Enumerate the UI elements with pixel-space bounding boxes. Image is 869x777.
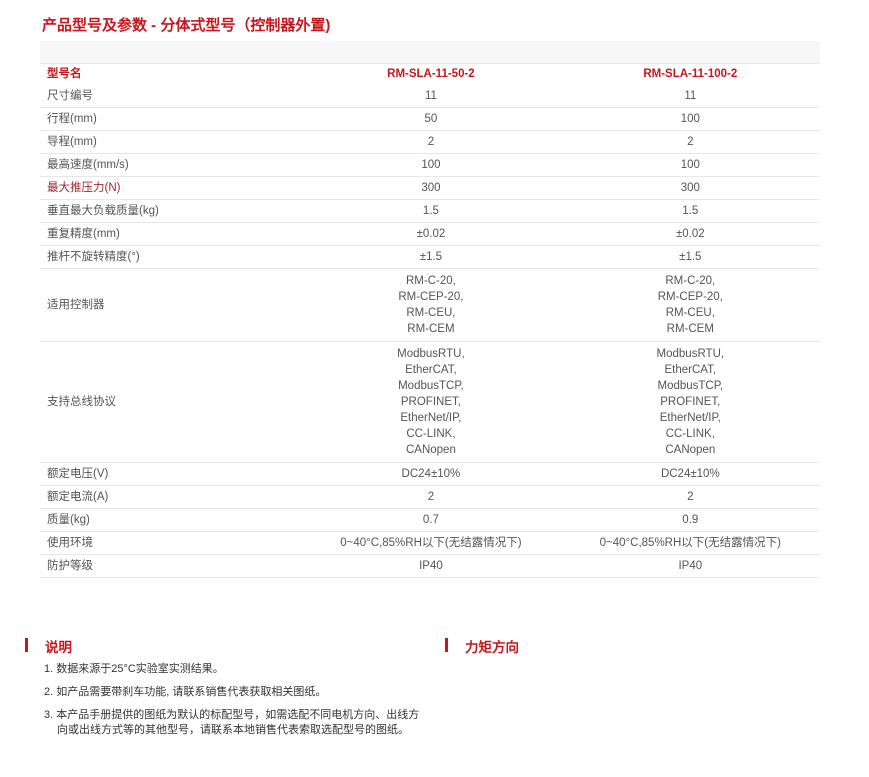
table-row: 额定电压(V) DC24±10% DC24±10% xyxy=(40,462,820,486)
row-value-model-1: 300 xyxy=(301,176,561,200)
table-header-band xyxy=(40,41,820,64)
row-label: 防护等级 xyxy=(40,554,302,578)
row-value-model-1: IP40 xyxy=(301,554,561,578)
row-value-model-1: DC24±10% xyxy=(301,462,561,486)
row-value-model-2: DC24±10% xyxy=(560,462,820,486)
row-value-model-1: 0.7 xyxy=(301,508,561,532)
notes-list: 1. 数据来源于25°C实验室实测结果。 2. 如产品需要带刹车功能, 请联系销… xyxy=(44,662,424,746)
table-row: 尺寸编号 11 11 xyxy=(40,85,820,108)
torque-heading: 力矩方向 xyxy=(445,636,519,656)
row-value-model-2: 2 xyxy=(560,130,820,154)
table-row: 适用控制器 RM-C-20, RM-CEP-20, RM-CEU, RM-CEM R… xyxy=(40,268,820,342)
table-row: 重复精度(mm) ±0.02 ±0.02 xyxy=(40,222,820,246)
table-row: 导程(mm) 2 2 xyxy=(40,130,820,154)
row-value-model-1: 1.5 xyxy=(301,199,561,223)
row-label: 行程(mm) xyxy=(40,107,302,131)
header-label: 型号名 xyxy=(47,68,82,80)
row-value-model-1: ModbusRTU, EtherCAT, ModbusTCP, PROFINET… xyxy=(301,341,561,463)
note-item: 2. 如产品需要带刹车功能, 请联系销售代表获取相关图纸。 xyxy=(44,686,327,698)
row-value-model-2: 100 xyxy=(560,107,820,131)
row-label: 最大推压力(N) xyxy=(40,176,302,200)
row-value-model-2: 100 xyxy=(560,153,820,177)
row-value-model-1: 50 xyxy=(301,107,561,131)
table-row: 质量(kg) 0.7 0.9 xyxy=(40,508,820,532)
table-row: 防护等级 IP40 IP40 xyxy=(40,554,820,578)
row-value-model-1: 100 xyxy=(301,153,561,177)
row-value-model-1: RM-C-20, RM-CEP-20, RM-CEU, RM-CEM xyxy=(301,268,561,342)
notes-heading: 说明 xyxy=(25,636,72,656)
row-label: 重复精度(mm) xyxy=(40,222,302,246)
row-value-model-2: ±1.5 xyxy=(560,245,820,269)
row-value-model-1: ±0.02 xyxy=(301,222,561,246)
row-value-model-1: 2 xyxy=(301,485,561,509)
page-title: 产品型号及参数 - 分体式型号（控制器外置) xyxy=(42,17,331,34)
row-value-model-1: 11 xyxy=(301,85,561,108)
row-value-model-2: 0~40°C,85%RH以下(无结露情况下) xyxy=(560,531,820,555)
row-label: 尺寸编号 xyxy=(40,85,302,108)
row-label: 最高速度(mm/s) xyxy=(40,153,302,177)
row-value-model-2: 1.5 xyxy=(560,199,820,223)
note-item: 1. 数据来源于25°C实验室实测结果。 xyxy=(44,663,224,675)
row-label: 垂直最大负载质量(kg) xyxy=(40,199,302,223)
row-value-model-2: ±0.02 xyxy=(560,222,820,246)
row-label: 导程(mm) xyxy=(40,130,302,154)
row-value-model-1: ±1.5 xyxy=(301,245,561,269)
table-row: 推杆不旋转精度(°) ±1.5 ±1.5 xyxy=(40,245,820,269)
row-value-model-2: 300 xyxy=(560,176,820,200)
row-label: 额定电流(A) xyxy=(40,485,302,509)
table-row: 垂直最大负载质量(kg) 1.5 1.5 xyxy=(40,199,820,223)
row-label: 推杆不旋转精度(°) xyxy=(40,245,302,269)
row-value-model-2: ModbusRTU, EtherCAT, ModbusTCP, PROFINET… xyxy=(560,341,820,463)
header-model-1: RM-SLA-11-50-2 xyxy=(387,68,475,80)
table-row: 额定电流(A) 2 2 xyxy=(40,485,820,509)
table-row: 最高速度(mm/s) 100 100 xyxy=(40,153,820,177)
row-value-model-1: 2 xyxy=(301,130,561,154)
header-model-2: RM-SLA-11-100-2 xyxy=(643,68,738,80)
table-row: 最大推压力(N) 300 300 xyxy=(40,176,820,200)
table-row: 行程(mm) 50 100 xyxy=(40,107,820,131)
table-header-row: 型号名 RM-SLA-11-50-2 RM-SLA-11-100-2 xyxy=(40,63,820,85)
spec-table: 型号名 RM-SLA-11-50-2 RM-SLA-11-100-2 尺寸编号 1… xyxy=(40,63,820,578)
row-value-model-2: IP40 xyxy=(560,554,820,578)
row-value-model-1: 0~40°C,85%RH以下(无结露情况下) xyxy=(301,531,561,555)
row-value-model-2: RM-C-20, RM-CEP-20, RM-CEU, RM-CEM xyxy=(560,268,820,342)
row-value-model-2: 2 xyxy=(560,485,820,509)
row-label: 质量(kg) xyxy=(40,508,302,532)
table-row: 支持总线协议 ModbusRTU, EtherCAT, ModbusTCP, PR… xyxy=(40,341,820,463)
row-label: 额定电压(V) xyxy=(40,462,302,486)
note-item: 3. 本产品手册提供的图纸为默认的标配型号，如需选配不同电机方向、出线方向或出线… xyxy=(44,709,420,736)
row-label: 支持总线协议 xyxy=(40,341,302,463)
row-label: 使用环境 xyxy=(40,531,302,555)
row-value-model-2: 0.9 xyxy=(560,508,820,532)
row-value-model-2: 11 xyxy=(560,85,820,108)
row-label: 适用控制器 xyxy=(40,268,302,342)
table-row: 使用环境 0~40°C,85%RH以下(无结露情况下) 0~40°C,85%RH以下… xyxy=(40,531,820,555)
